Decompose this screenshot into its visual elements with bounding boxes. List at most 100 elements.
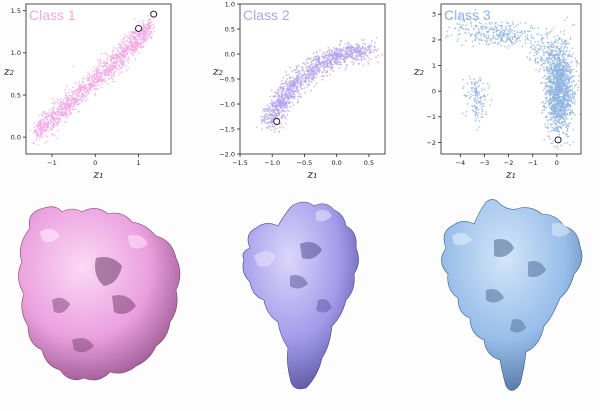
data-point bbox=[130, 34, 132, 36]
data-point bbox=[113, 48, 115, 51]
data-point bbox=[556, 114, 558, 117]
data-point bbox=[39, 119, 42, 122]
data-point bbox=[82, 97, 85, 100]
data-point bbox=[570, 61, 572, 64]
data-point bbox=[557, 64, 559, 67]
data-point bbox=[282, 76, 285, 79]
data-point bbox=[49, 122, 52, 125]
data-point bbox=[568, 79, 570, 81]
data-point bbox=[474, 110, 477, 113]
data-point bbox=[110, 69, 113, 71]
data-point bbox=[566, 62, 569, 65]
data-point bbox=[324, 63, 326, 65]
data-point bbox=[524, 42, 527, 45]
data-point bbox=[284, 110, 287, 113]
data-point bbox=[304, 92, 307, 94]
data-point bbox=[45, 135, 47, 137]
data-point bbox=[567, 87, 569, 90]
data-point bbox=[149, 19, 151, 21]
data-point bbox=[52, 133, 55, 136]
data-point bbox=[483, 95, 485, 98]
data-point bbox=[112, 66, 115, 69]
data-point bbox=[35, 124, 38, 127]
data-point bbox=[144, 34, 146, 36]
data-point bbox=[557, 93, 559, 96]
data-point bbox=[354, 51, 357, 53]
data-point bbox=[317, 54, 319, 57]
data-point bbox=[141, 26, 144, 29]
data-point bbox=[566, 65, 568, 68]
data-point bbox=[351, 61, 353, 63]
data-point bbox=[365, 54, 368, 56]
data-point bbox=[480, 99, 482, 102]
data-point bbox=[561, 43, 564, 45]
data-point bbox=[111, 80, 114, 83]
data-point bbox=[506, 38, 509, 41]
data-point bbox=[274, 125, 277, 127]
data-point bbox=[134, 36, 137, 38]
data-point bbox=[51, 97, 54, 100]
data-point bbox=[275, 92, 278, 94]
data-point bbox=[458, 23, 460, 26]
data-point bbox=[287, 102, 290, 105]
data-point bbox=[553, 113, 555, 115]
data-point bbox=[109, 59, 112, 62]
data-point bbox=[562, 62, 565, 64]
data-point bbox=[42, 119, 45, 121]
data-point bbox=[55, 117, 58, 120]
data-point bbox=[92, 83, 95, 85]
data-point bbox=[319, 49, 321, 52]
data-point bbox=[569, 122, 572, 125]
data-point bbox=[276, 110, 279, 113]
data-point bbox=[122, 53, 124, 56]
data-point bbox=[278, 113, 281, 115]
data-point bbox=[126, 69, 128, 72]
data-point bbox=[544, 33, 547, 36]
data-point bbox=[269, 102, 272, 105]
data-point bbox=[556, 117, 559, 120]
data-point bbox=[486, 93, 489, 96]
data-point bbox=[501, 27, 503, 30]
data-point bbox=[100, 78, 103, 81]
data-point bbox=[573, 85, 576, 88]
x-tick-label: −4 bbox=[456, 159, 466, 167]
data-point bbox=[471, 83, 473, 86]
data-point bbox=[554, 99, 557, 101]
scatter-points bbox=[444, 9, 581, 154]
data-point bbox=[82, 78, 85, 80]
data-point bbox=[360, 49, 363, 52]
data-point bbox=[312, 71, 315, 74]
data-point bbox=[67, 103, 70, 106]
data-point bbox=[488, 27, 491, 30]
data-point bbox=[128, 50, 131, 53]
data-point bbox=[500, 39, 502, 42]
data-point bbox=[271, 104, 274, 107]
data-point bbox=[470, 86, 473, 89]
data-point bbox=[561, 108, 564, 111]
data-point bbox=[530, 26, 532, 29]
data-point bbox=[572, 80, 574, 83]
data-point bbox=[50, 128, 53, 131]
data-point bbox=[35, 133, 38, 136]
data-point bbox=[550, 85, 553, 88]
data-point bbox=[352, 49, 355, 51]
data-point bbox=[269, 117, 271, 120]
data-point bbox=[511, 38, 514, 41]
data-point bbox=[528, 30, 531, 32]
data-point bbox=[474, 19, 477, 22]
data-point bbox=[280, 106, 282, 109]
data-point bbox=[126, 39, 129, 42]
data-point bbox=[466, 17, 469, 19]
y-tick-label: 1 bbox=[432, 62, 436, 70]
data-point bbox=[556, 102, 559, 105]
data-point bbox=[131, 32, 134, 35]
data-point bbox=[122, 47, 124, 50]
data-point bbox=[347, 43, 350, 45]
data-point bbox=[484, 95, 487, 98]
data-point bbox=[72, 98, 74, 101]
data-point bbox=[265, 108, 268, 111]
data-point bbox=[477, 18, 479, 20]
data-point bbox=[575, 60, 578, 63]
data-point bbox=[275, 113, 278, 115]
data-point bbox=[454, 27, 457, 30]
